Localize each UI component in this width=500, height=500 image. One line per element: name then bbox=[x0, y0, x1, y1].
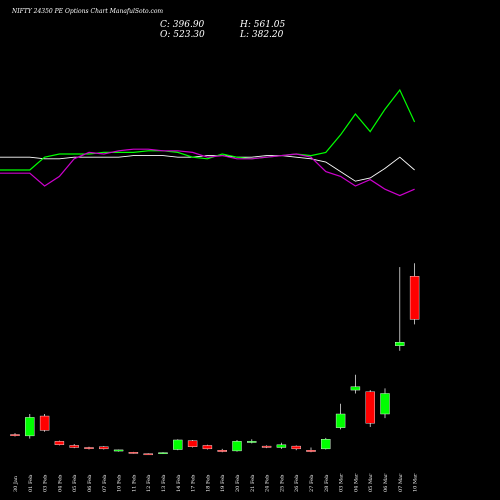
candle-body bbox=[217, 450, 227, 452]
candle-body bbox=[54, 441, 65, 445]
date-label: 12 Feb bbox=[146, 475, 152, 492]
date-label: 18 Feb bbox=[205, 475, 211, 492]
date-label: 04 Feb bbox=[57, 475, 63, 492]
candle-body bbox=[365, 391, 375, 424]
candle-body bbox=[306, 450, 316, 452]
candle-body bbox=[232, 441, 242, 452]
candle-body bbox=[291, 445, 301, 450]
low-value: L: 382.20 bbox=[240, 30, 284, 40]
date-label: 20 Feb bbox=[235, 475, 241, 492]
date-label: 07 Mar bbox=[398, 473, 404, 492]
high-value: H: 561.05 bbox=[240, 20, 286, 30]
candle-body bbox=[113, 449, 124, 452]
date-label: 01 Feb bbox=[28, 475, 34, 492]
chart-title: NIFTY 24350 PE Options Chart ManafulSoto… bbox=[12, 8, 164, 15]
candle-body bbox=[143, 453, 153, 456]
date-label: 05 Mar bbox=[368, 473, 374, 492]
candle-body bbox=[39, 415, 50, 431]
date-label: 10 Mar bbox=[413, 473, 419, 492]
candle-body bbox=[409, 276, 420, 320]
candle-body bbox=[276, 444, 287, 448]
date-label: 07 Feb bbox=[102, 475, 108, 492]
date-label: 06 Mar bbox=[383, 473, 389, 492]
open-value: O: 523.30 bbox=[160, 30, 205, 40]
candle-body bbox=[99, 446, 109, 450]
date-label: 17 Feb bbox=[191, 475, 197, 492]
date-label: 25 Feb bbox=[279, 475, 285, 492]
candle-body bbox=[350, 386, 361, 391]
candle-body bbox=[380, 393, 390, 415]
candle-body bbox=[395, 342, 405, 346]
date-label: 10 Feb bbox=[117, 475, 123, 492]
indicator-line-2 bbox=[0, 148, 415, 197]
date-label: 28 Feb bbox=[324, 475, 330, 492]
date-label: 13 Feb bbox=[161, 475, 167, 492]
candle-body bbox=[187, 440, 198, 447]
candle-body bbox=[335, 413, 346, 428]
candle-body bbox=[247, 441, 257, 443]
candle-body bbox=[25, 417, 35, 437]
candles bbox=[10, 263, 420, 456]
candle-body bbox=[84, 447, 94, 449]
date-label: 27 Feb bbox=[309, 475, 315, 492]
date-label: 04 Mar bbox=[353, 473, 359, 492]
candle-body bbox=[321, 439, 331, 450]
date-label: 21 Feb bbox=[250, 475, 256, 492]
candle-body bbox=[202, 445, 213, 450]
date-label: 06 Feb bbox=[87, 475, 93, 492]
candle-body bbox=[128, 452, 139, 454]
date-label: 03 Feb bbox=[43, 475, 49, 492]
candle-body bbox=[173, 439, 183, 450]
candle-body bbox=[69, 445, 79, 448]
indicator-line-0 bbox=[0, 155, 415, 182]
indicator-lines bbox=[0, 88, 416, 197]
date-label: 26 Feb bbox=[294, 475, 300, 492]
date-label: 11 Feb bbox=[131, 475, 137, 492]
candle-body bbox=[10, 434, 20, 436]
date-label: 03 Mar bbox=[339, 473, 345, 492]
date-label: 05 Feb bbox=[72, 475, 78, 492]
candle-body bbox=[158, 452, 168, 455]
date-label: 30 Jan bbox=[13, 475, 19, 492]
indicator-line-1 bbox=[0, 88, 416, 171]
date-label: 24 Feb bbox=[265, 475, 271, 492]
date-labels: 30 Jan 01 Feb 03 Feb 04 Feb 05 Feb 06 Feb 07 F… bbox=[13, 473, 419, 492]
candle-body bbox=[261, 445, 272, 448]
close-value: C: 396.90 bbox=[160, 20, 205, 30]
date-label: 19 Feb bbox=[220, 475, 226, 492]
date-label: 14 Feb bbox=[176, 475, 182, 492]
